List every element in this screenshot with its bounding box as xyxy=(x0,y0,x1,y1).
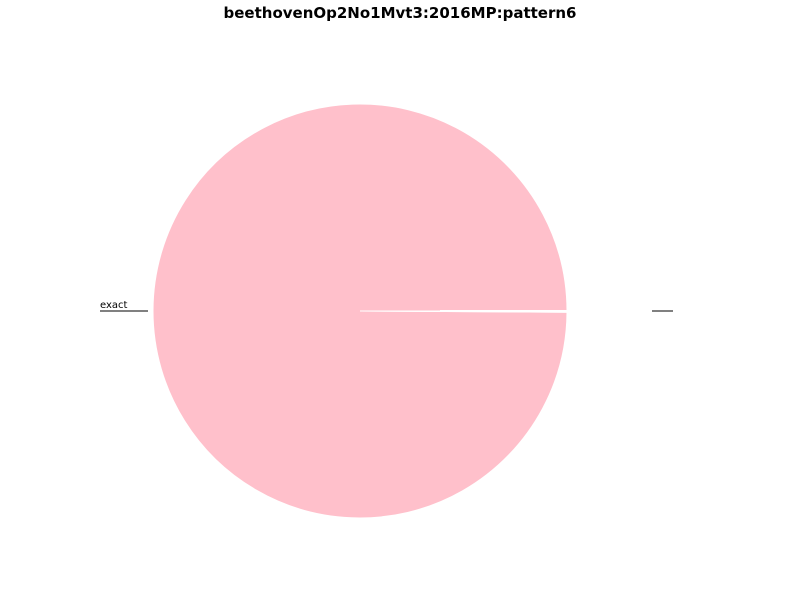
pie-slices xyxy=(152,103,568,519)
chart-title: beethovenOp2No1Mvt3:2016MP:pattern6 xyxy=(224,4,577,22)
pie-labels: exact xyxy=(100,300,673,312)
pie-slice-label-0: exact xyxy=(100,300,128,311)
